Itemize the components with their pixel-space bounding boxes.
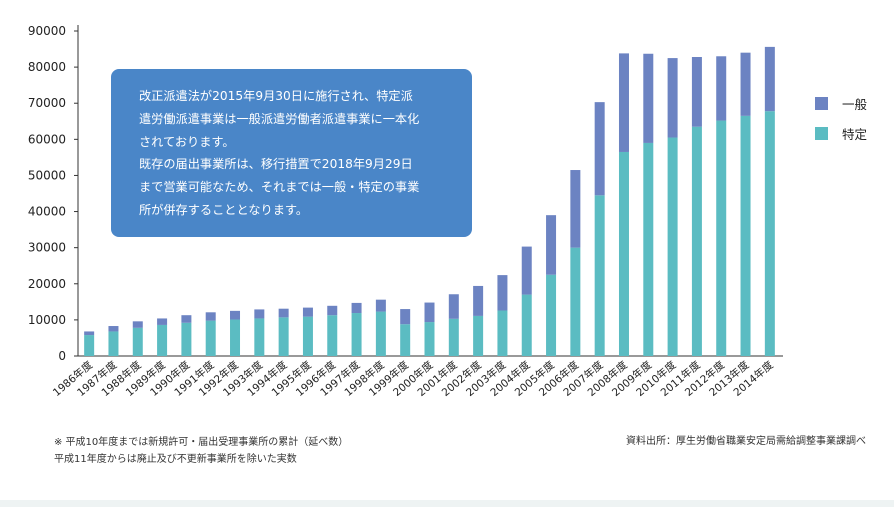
bar-segment-general	[570, 170, 581, 248]
bar-segment-specific	[764, 111, 775, 357]
bar-segment-specific	[570, 247, 581, 356]
bottom-band	[0, 500, 894, 507]
bar-segment-specific	[157, 324, 168, 356]
legend-label-general: 一般	[842, 96, 868, 112]
bar-segment-general	[108, 326, 119, 332]
bar-segment-specific	[205, 320, 216, 356]
bar-segment-general	[667, 58, 678, 138]
legend-item-specific: 特定	[815, 124, 867, 142]
bar-segment-general	[594, 102, 605, 196]
bar-segment-specific	[473, 315, 484, 356]
bar-segment-specific	[84, 335, 95, 356]
bar-segment-general	[764, 46, 775, 112]
bar-segment-specific	[618, 151, 629, 356]
y-tick-label: 60000	[28, 132, 66, 146]
footnote-line-1: ※ 平成10年度までは新規許可・届出受理事業所の累計（延べ数）	[54, 437, 349, 448]
callout-line: まで営業可能なため、それまでは一般・特定の事業	[139, 180, 420, 195]
law-revision-callout: 改正派遣法が2015年9月30日に施行され、特定派 遣労働派遣事業は一般派遣労働…	[111, 69, 472, 237]
y-tick-label: 90000	[28, 24, 66, 38]
bar-segment-general	[497, 275, 508, 311]
bar-segment-specific	[327, 315, 338, 356]
y-tick-label: 80000	[28, 60, 66, 74]
bar-segment-specific	[546, 274, 557, 356]
bar-segment-specific	[230, 319, 241, 356]
bar-segment-general	[375, 299, 386, 312]
bar-segment-specific	[448, 318, 459, 356]
bar-segment-general	[400, 309, 411, 325]
bar-segment-specific	[740, 115, 751, 356]
y-tick-label: 70000	[28, 96, 66, 110]
callout-line: されております。	[139, 134, 235, 149]
bar-segment-general	[84, 331, 95, 336]
bar-segment-general	[181, 315, 192, 323]
callout-line: 所が併存することとなります。	[139, 202, 309, 217]
bar-segment-specific	[521, 294, 532, 356]
bar-segment-general	[327, 305, 338, 316]
y-tick-label: 40000	[28, 205, 66, 219]
bar-segment-general	[691, 57, 702, 127]
bar-segment-general	[424, 302, 435, 323]
bar-segment-general	[618, 53, 629, 152]
bar-segment-specific	[108, 331, 119, 356]
callout-line: 遣労働派遣事業は一般派遣労働者派遣事業に一本化	[139, 111, 420, 126]
bar-segment-general	[351, 302, 362, 314]
bar-segment-specific	[278, 317, 289, 356]
bar-segment-specific	[716, 120, 727, 356]
legend-label-specific: 特定	[842, 126, 868, 142]
bar-segment-specific	[667, 137, 678, 356]
bar-segment-general	[740, 52, 751, 116]
bar-segment-general	[157, 318, 168, 325]
y-tick-label: 0	[58, 349, 66, 363]
bar-segment-specific	[400, 324, 411, 356]
y-tick-label: 50000	[28, 168, 66, 182]
bar-segment-specific	[594, 195, 605, 356]
footnote-line-2: 平成11年度からは廃止及び不更新事業所を除いた実数	[54, 454, 297, 465]
legend-swatch-general	[815, 96, 828, 110]
bar-segment-general	[716, 56, 727, 121]
callout-line: 既存の届出事業所は、移行措置で2018年9月29日	[139, 157, 413, 172]
y-tick-label: 20000	[28, 277, 66, 291]
bar-segment-general	[302, 307, 313, 317]
y-tick-label: 30000	[28, 241, 66, 255]
legend: 一般 特定	[815, 94, 867, 154]
bar-segment-general	[254, 309, 265, 319]
bar-segment-general	[546, 215, 557, 275]
y-tick-label: 10000	[28, 313, 66, 327]
bar-segment-specific	[424, 322, 435, 356]
legend-item-general: 一般	[815, 94, 867, 112]
bar-segment-general	[643, 53, 654, 143]
bar-segment-general	[132, 321, 143, 328]
bar-segment-general	[230, 310, 241, 320]
bar-segment-general	[278, 308, 289, 318]
bar-segment-specific	[181, 322, 192, 356]
bar-segment-specific	[691, 126, 702, 356]
bar-segment-general	[205, 312, 216, 321]
bar-segment-general	[448, 294, 459, 319]
bar-segment-specific	[643, 142, 654, 356]
legend-swatch-specific	[815, 126, 828, 140]
callout-line: 改正派遣法が2015年9月30日に施行され、特定派	[139, 89, 413, 103]
bar-segment-specific	[302, 316, 313, 356]
bar-segment-specific	[375, 311, 386, 356]
bar-segment-specific	[497, 310, 508, 356]
bar-segment-specific	[254, 318, 265, 356]
bar-segment-general	[521, 246, 532, 295]
data-source: 資料出所：厚生労働省職業安定局需給調整事業課調べ	[626, 436, 866, 447]
footnotes: ※ 平成10年度までは新規許可・届出受理事業所の累計（延べ数） 平成11年度から…	[54, 434, 348, 468]
bar-segment-general	[473, 285, 484, 316]
bar-segment-specific	[132, 327, 143, 356]
bar-segment-specific	[351, 313, 362, 356]
